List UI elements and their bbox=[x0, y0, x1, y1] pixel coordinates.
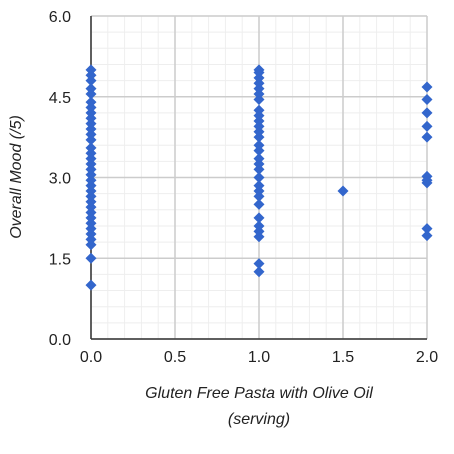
data-point bbox=[421, 230, 433, 242]
data-point bbox=[421, 131, 433, 143]
data-point bbox=[253, 64, 265, 76]
x-tick-label: 0.0 bbox=[80, 349, 102, 366]
data-point bbox=[421, 107, 433, 119]
data-point bbox=[85, 64, 97, 76]
y-tick-label: 3.0 bbox=[49, 171, 71, 188]
data-point bbox=[253, 220, 265, 232]
data-point bbox=[85, 252, 97, 264]
x-axis-title-line-2: (serving) bbox=[228, 411, 290, 428]
y-tick-label: 1.5 bbox=[49, 251, 71, 268]
data-point bbox=[253, 104, 265, 116]
data-point bbox=[337, 185, 349, 197]
x-tick-label: 0.5 bbox=[164, 349, 186, 366]
y-tick-label: 0.0 bbox=[49, 332, 71, 349]
y-axis-ticks: 0.0 1.5 3.0 4.5 6.0 bbox=[49, 9, 71, 349]
x-axis-ticks: 0.0 0.5 1.0 1.5 2.0 bbox=[80, 349, 438, 366]
data-point bbox=[253, 198, 265, 210]
data-point bbox=[253, 180, 265, 192]
data-point bbox=[421, 223, 433, 235]
data-point bbox=[421, 120, 433, 132]
data-point bbox=[85, 142, 97, 154]
data-point bbox=[253, 139, 265, 151]
data-point bbox=[85, 96, 97, 108]
data-point bbox=[253, 172, 265, 183]
data-point bbox=[253, 212, 265, 224]
y-tick-label: 4.5 bbox=[49, 90, 71, 107]
data-points bbox=[85, 64, 433, 291]
data-point bbox=[85, 83, 97, 95]
data-point bbox=[421, 93, 433, 105]
x-tick-label: 1.0 bbox=[248, 349, 270, 366]
y-tick-label: 6.0 bbox=[49, 9, 71, 26]
x-tick-label: 2.0 bbox=[416, 349, 438, 366]
data-point bbox=[253, 258, 265, 270]
x-axis-title-line-1: Gluten Free Pasta with Olive Oil bbox=[145, 385, 373, 402]
y-axis-title: Overall Mood (/5) bbox=[8, 115, 25, 239]
data-point bbox=[253, 153, 265, 165]
data-point bbox=[253, 266, 265, 278]
x-tick-label: 1.5 bbox=[332, 349, 354, 366]
data-point bbox=[421, 170, 433, 182]
data-point bbox=[85, 279, 97, 291]
data-point bbox=[421, 81, 433, 93]
